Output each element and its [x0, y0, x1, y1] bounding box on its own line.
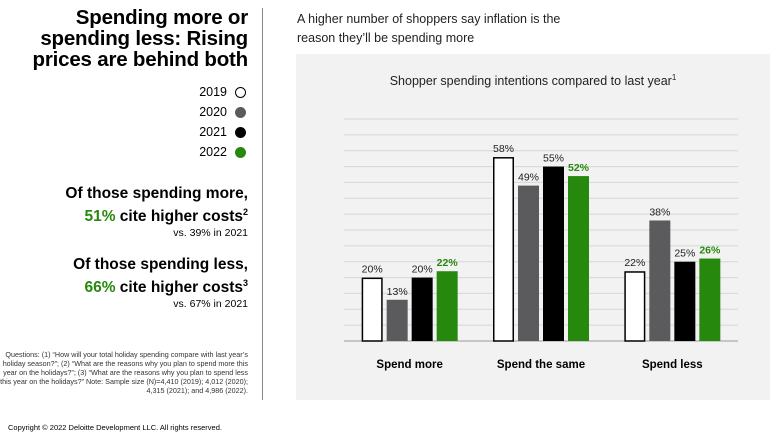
legend-item-2022: 2022 [199, 142, 246, 162]
stat-less-rest: cite higher costs [115, 279, 243, 296]
chart-title-text: Shopper spending intentions compared to … [390, 74, 672, 88]
left-panel: Spending more or spending less: Rising p… [0, 0, 262, 440]
category-label: Spend more [376, 359, 442, 371]
legend-swatch [235, 146, 246, 158]
legend-item-2021: 2021 [199, 122, 246, 142]
bar-spend-the-same-2019 [493, 157, 514, 342]
category-label: Spend less [642, 359, 703, 371]
bar-spend-less-2021 [674, 261, 696, 341]
bar-spend-more-2022 [436, 271, 458, 341]
stat-less-footnote-ref: 3 [242, 278, 248, 288]
chart-legend: 2019 2020 2021 2022 [199, 82, 246, 162]
bar-spend-the-same-2022 [568, 176, 589, 341]
data-label: 38% [649, 206, 670, 218]
bar-spend-less-2022 [699, 258, 721, 341]
chart-panel: Shopper spending intentions compared to … [296, 54, 770, 400]
legend-swatch [235, 86, 246, 98]
stat-less-comparison: vs. 67% in 2021 [173, 298, 248, 310]
stat-more-line1: Of those spending more, [65, 185, 248, 202]
data-label: 20% [362, 264, 383, 276]
chart-title-footnote-ref: 1 [672, 73, 677, 82]
legend-item-2020: 2020 [199, 102, 246, 122]
stat-spending-more: Of those spending more, 51% cite higher … [65, 184, 248, 240]
stat-less-line2: 66% cite higher costs3 [73, 274, 248, 297]
data-label: 55% [543, 153, 564, 165]
data-label: 13% [387, 286, 408, 298]
stat-spending-less: Of those spending less, 66% cite higher … [73, 255, 248, 311]
legend-label: 2021 [199, 125, 227, 139]
stat-more-line2: 51% cite higher costs2 [65, 203, 248, 226]
chart-subtitle: A higher number of shoppers say inflatio… [297, 12, 561, 45]
legend-item-2019: 2019 [199, 82, 246, 102]
vertical-divider [262, 8, 263, 400]
data-label: 25% [674, 248, 695, 260]
data-label: 20% [412, 264, 433, 276]
bar-spend-the-same-2021 [543, 166, 564, 341]
data-label: 49% [518, 172, 539, 184]
bar-spend-the-same-2020 [518, 185, 539, 341]
stat-more-highlight: 51% [84, 208, 116, 225]
data-label: 26% [699, 245, 721, 257]
legend-swatch [235, 106, 246, 118]
bar-spend-more-2019 [361, 277, 383, 342]
stat-more-rest: cite higher costs [115, 208, 243, 225]
legend-label: 2022 [199, 145, 227, 159]
stat-less-line1: Of those spending less, [73, 256, 248, 273]
bar-spend-more-2021 [411, 277, 433, 341]
stat-more-comparison: vs. 39% in 2021 [173, 227, 248, 239]
stat-more-footnote-ref: 2 [242, 207, 248, 217]
chart-title: Shopper spending intentions compared to … [390, 73, 677, 88]
copyright-notice: Copyright © 2022 Deloitte Development LL… [8, 423, 222, 432]
data-label: 22% [624, 257, 645, 269]
legend-label: 2019 [199, 85, 227, 99]
page-headline: Spending more or spending less: Rising p… [32, 6, 249, 71]
data-label: 52% [568, 162, 590, 174]
bar-spend-less-2019 [624, 271, 646, 342]
bar-chart: Shopper spending intentions compared to … [344, 73, 738, 371]
data-label: 58% [493, 143, 514, 155]
stat-less-highlight: 66% [84, 279, 116, 296]
footnote: Questions: (1) “How will your total holi… [0, 350, 248, 395]
bar-spend-less-2020 [649, 220, 671, 341]
legend-label: 2020 [199, 105, 227, 119]
bar-spend-more-2020 [386, 299, 408, 341]
category-label: Spend the same [497, 359, 585, 371]
legend-swatch [235, 126, 246, 138]
data-label: 22% [437, 257, 459, 269]
